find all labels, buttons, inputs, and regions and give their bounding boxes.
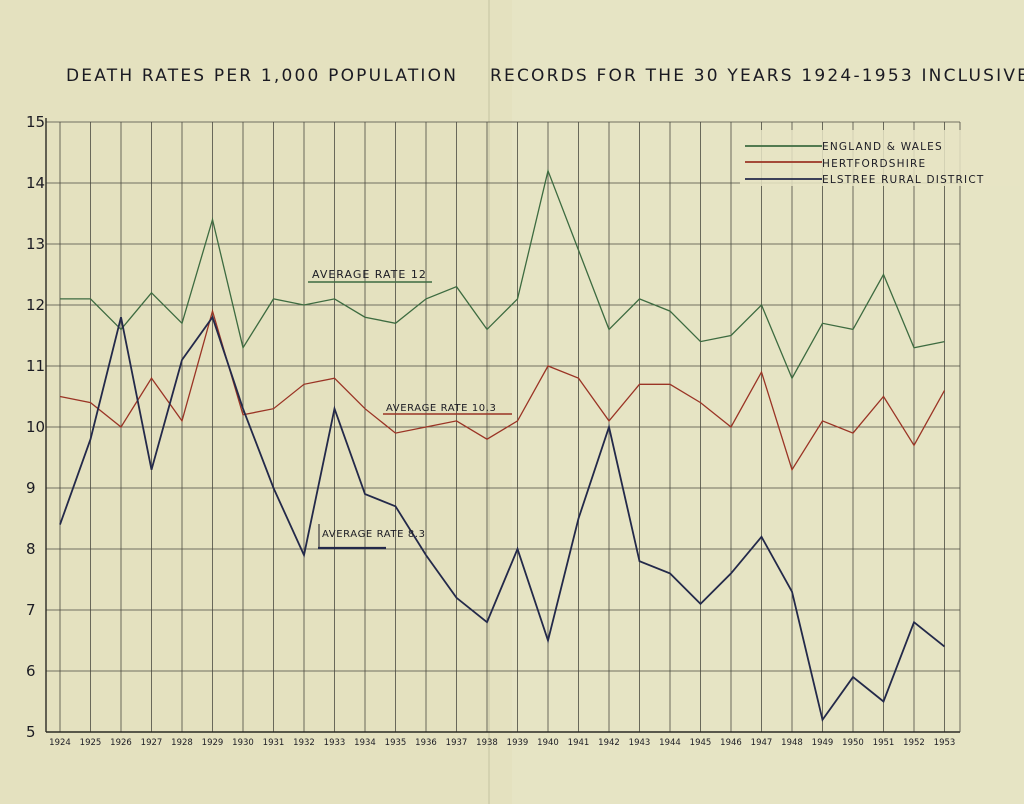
axes xyxy=(45,118,961,733)
legend-background xyxy=(740,130,1020,186)
x-tick-label: 1948 xyxy=(781,738,803,748)
x-tick-label: 1929 xyxy=(202,738,224,748)
annotation-average-8-3: AVERAGE RATE 8.3 xyxy=(318,524,426,550)
x-tick-label: 1928 xyxy=(171,738,193,748)
annotation-text: AVERAGE RATE 12 xyxy=(312,268,427,281)
chart-title: DEATH RATES PER 1,000 POPULATION xyxy=(66,66,458,86)
x-tick-label: 1940 xyxy=(537,738,559,748)
legend: ENGLAND & WALES HERTFORDSHIRE ELSTREE RU… xyxy=(740,130,1020,186)
y-tick-label: 8 xyxy=(26,540,36,558)
annotation-average-12: AVERAGE RATE 12 xyxy=(308,268,432,283)
annotation-text: AVERAGE RATE 8.3 xyxy=(322,529,426,540)
x-tick-label: 1944 xyxy=(659,738,681,748)
x-tick-label: 1946 xyxy=(720,738,742,748)
x-tick-label: 1932 xyxy=(293,738,315,748)
x-tick-label: 1935 xyxy=(385,738,407,748)
chart-subtitle: RECORDS FOR THE 30 YEARS 1924-1953 INCLU… xyxy=(490,66,1024,86)
x-tick-labels: 1924 1925 1926 1927 1928 1929 1930 1931 1932 1933… xyxy=(49,738,955,748)
annotation-text: AVERAGE RATE 10.3 xyxy=(386,403,497,414)
y-tick-label: 11 xyxy=(26,357,45,375)
x-tick-label: 1942 xyxy=(598,738,620,748)
y-tick-label: 15 xyxy=(26,113,45,131)
series-lines xyxy=(59,168,946,722)
legend-label-elstree: ELSTREE RURAL DISTRICT xyxy=(822,174,985,186)
x-tick-label: 1945 xyxy=(690,738,712,748)
y-tick-label: 13 xyxy=(26,235,45,253)
x-tick-label: 1949 xyxy=(812,738,834,748)
x-tick-label: 1952 xyxy=(903,738,925,748)
series-line-england-wales xyxy=(60,168,945,380)
y-tick-label: 6 xyxy=(26,662,36,680)
series-line-elstree-rural-district xyxy=(59,315,946,722)
x-tick-label: 1953 xyxy=(934,738,956,748)
y-tick-label: 7 xyxy=(26,601,36,619)
x-tick-label: 1926 xyxy=(110,738,132,748)
x-tick-label: 1924 xyxy=(49,738,71,748)
series-line-hertfordshire xyxy=(59,308,946,472)
x-tick-label: 1927 xyxy=(141,738,163,748)
x-tick-label: 1934 xyxy=(354,738,376,748)
legend-label-england-wales: ENGLAND & WALES xyxy=(822,141,943,153)
y-tick-label: 10 xyxy=(26,418,45,436)
x-tick-label: 1925 xyxy=(80,738,102,748)
x-tick-label: 1936 xyxy=(415,738,437,748)
y-tick-label: 5 xyxy=(26,723,36,741)
y-tick-label: 12 xyxy=(26,296,45,314)
annotation-average-10-3: AVERAGE RATE 10.3 xyxy=(383,403,512,415)
y-tick-labels: 5 6 7 8 9 10 11 12 13 14 15 xyxy=(26,113,45,741)
x-tick-label: 1943 xyxy=(629,738,651,748)
x-tick-label: 1939 xyxy=(507,738,529,748)
y-tick-label: 14 xyxy=(26,174,45,192)
x-tick-label: 1951 xyxy=(873,738,895,748)
legend-label-hertfordshire: HERTFORDSHIRE xyxy=(822,158,926,170)
y-tick-label: 9 xyxy=(26,479,36,497)
x-tick-label: 1937 xyxy=(446,738,468,748)
paper-shade-left xyxy=(0,0,512,804)
x-tick-label: 1933 xyxy=(324,738,346,748)
x-tick-label: 1931 xyxy=(263,738,285,748)
x-tick-label: 1938 xyxy=(476,738,498,748)
x-tick-label: 1947 xyxy=(751,738,773,748)
x-tick-label: 1941 xyxy=(568,738,590,748)
x-tick-label: 1930 xyxy=(232,738,254,748)
x-tick-label: 1950 xyxy=(842,738,864,748)
